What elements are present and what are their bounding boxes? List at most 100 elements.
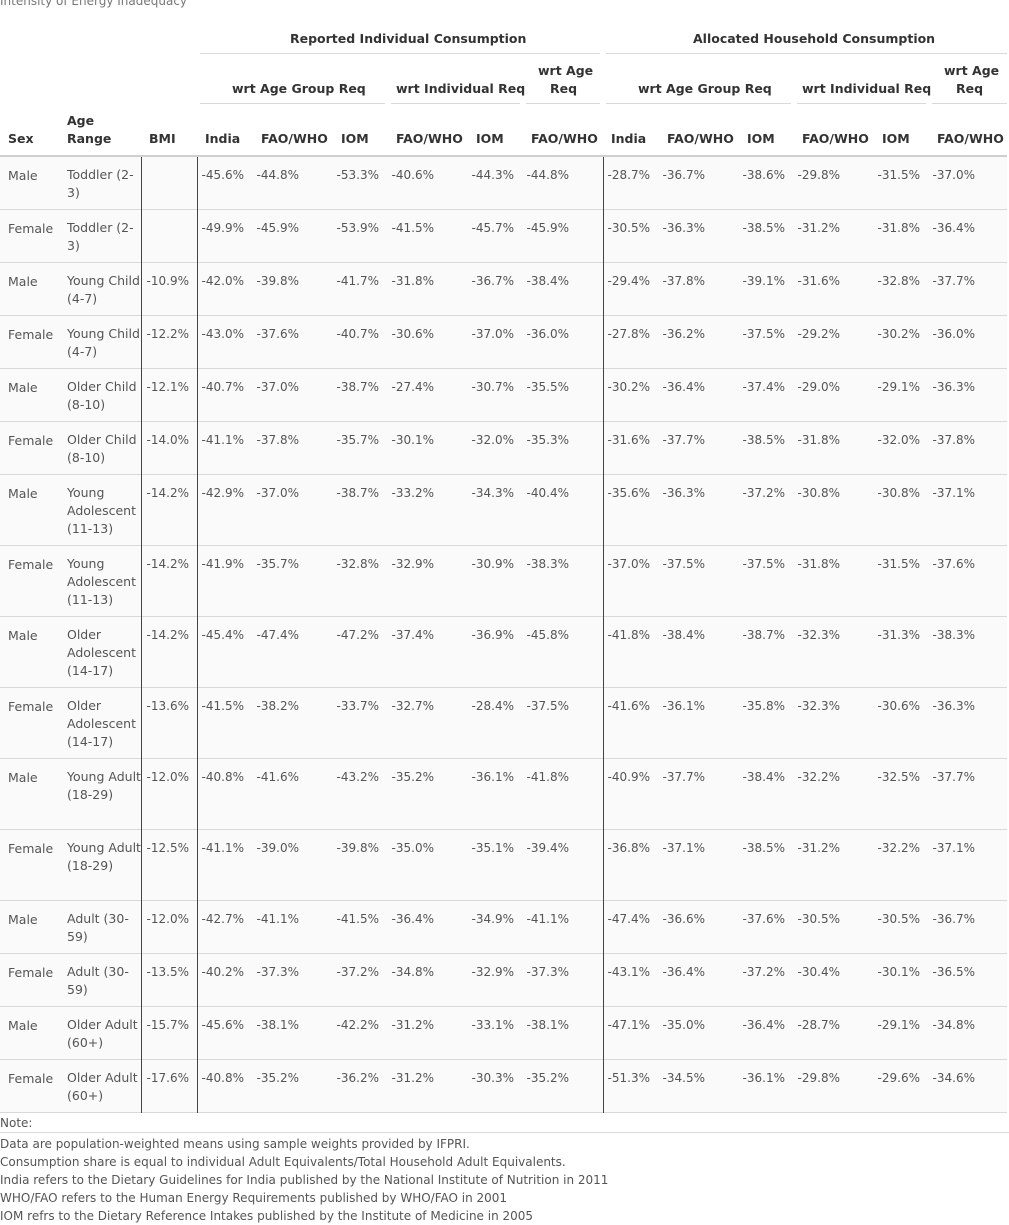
cell-value: -35.2%: [391, 770, 434, 784]
cell-value: -36.7%: [932, 912, 975, 926]
cell-value: -44.8%: [256, 168, 299, 182]
cell-value: -30.5%: [877, 912, 920, 926]
cell-value: -45.9%: [526, 221, 569, 235]
cell-value: -36.3%: [932, 380, 975, 394]
cell-value: -30.3%: [471, 1071, 514, 1085]
cell-value: -32.2%: [877, 841, 920, 855]
cell-value: -36.1%: [742, 1071, 785, 1085]
cell-value: -36.5%: [932, 965, 975, 979]
cell-value: -36.3%: [662, 486, 705, 500]
cell-value: -45.7%: [471, 221, 514, 235]
column-header-bmi: BMI: [149, 131, 176, 146]
cell-value: -37.1%: [932, 486, 975, 500]
cell-value: -37.2%: [742, 965, 785, 979]
cell-value: -37.1%: [662, 841, 705, 855]
cell-value: -32.9%: [471, 965, 514, 979]
cell-value: -37.0%: [607, 557, 650, 571]
cell-value: -37.1%: [932, 841, 975, 855]
cell-value: -40.8%: [201, 1071, 244, 1085]
cell-value: -30.1%: [877, 965, 920, 979]
cell-bmi: -10.9%: [146, 274, 189, 288]
cell-value: -31.5%: [877, 168, 920, 182]
cell-value: -35.7%: [336, 433, 379, 447]
cell-value: -31.8%: [797, 433, 840, 447]
cell-value: -38.1%: [526, 1018, 569, 1032]
cell-value: -37.2%: [336, 965, 379, 979]
cell-value: -45.4%: [201, 628, 244, 642]
cell-value: -42.9%: [201, 486, 244, 500]
cell-sex: Male: [8, 380, 38, 395]
cell-value: -35.8%: [742, 699, 785, 713]
cell-value: -51.3%: [607, 1071, 650, 1085]
cell-value: -38.4%: [742, 770, 785, 784]
cell-value: -35.0%: [391, 841, 434, 855]
cell-value: -38.7%: [336, 486, 379, 500]
cell-value: -37.2%: [742, 486, 785, 500]
cell-value: -37.7%: [662, 433, 705, 447]
cell-age-range: Young Adolescent (11-13): [67, 485, 136, 536]
cell-value: -34.5%: [662, 1071, 705, 1085]
cell-value: -36.4%: [662, 380, 705, 394]
cell-value: -28.4%: [471, 699, 514, 713]
cell-value: -36.0%: [932, 327, 975, 341]
cell-value: -30.7%: [471, 380, 514, 394]
cell-value: -30.5%: [607, 221, 650, 235]
subheader-underline: [606, 103, 791, 104]
subheader-age-req-allocated-l1: wrt Age: [944, 63, 1000, 78]
cell-value: -32.8%: [336, 557, 379, 571]
cell-value: -32.9%: [391, 557, 434, 571]
cell-sex: Male: [8, 274, 38, 289]
subheader-underline: [797, 103, 926, 104]
row-divider: [0, 368, 1007, 369]
cell-value: -36.1%: [662, 699, 705, 713]
group-header-reported: Reported Individual Consumption: [290, 31, 527, 46]
cell-value: -35.2%: [526, 1071, 569, 1085]
row-divider: [0, 1112, 1007, 1113]
cell-value: -53.3%: [336, 168, 379, 182]
cell-bmi: -12.0%: [146, 912, 189, 926]
column-header-faowho: FAO/WHO: [667, 131, 734, 146]
cell-value: -36.0%: [526, 327, 569, 341]
cell-age-range: Toddler (2-3): [67, 220, 134, 253]
cell-value: -37.7%: [932, 770, 975, 784]
cell-bmi: -13.5%: [146, 965, 189, 979]
cell-value: -47.4%: [607, 912, 650, 926]
cell-value: -36.4%: [932, 221, 975, 235]
note-line: Data are population-weighted means using…: [0, 1137, 470, 1151]
column-divider-bmi: [141, 157, 142, 1113]
table-caption: Intensity of Energy Inadequacy: [0, 0, 188, 8]
cell-value: -34.6%: [932, 1071, 975, 1085]
cell-value: -37.5%: [742, 327, 785, 341]
row-divider: [0, 616, 1007, 617]
column-header-iom: IOM: [882, 131, 910, 146]
cell-bmi: -12.1%: [146, 380, 189, 394]
cell-value: -30.8%: [797, 486, 840, 500]
cell-sex: Male: [8, 770, 38, 785]
column-header-faowho: FAO/WHO: [261, 131, 328, 146]
cell-value: -37.5%: [742, 557, 785, 571]
cell-value: -37.4%: [391, 628, 434, 642]
cell-value: -32.0%: [471, 433, 514, 447]
cell-value: -37.3%: [256, 965, 299, 979]
subheader-underline: [526, 103, 600, 104]
cell-value: -38.5%: [742, 841, 785, 855]
cell-value: -45.6%: [201, 1018, 244, 1032]
cell-value: -36.7%: [662, 168, 705, 182]
cell-age-range: Older Adult (60+): [67, 1017, 138, 1050]
cell-age-range: Older Child (8-10): [67, 432, 137, 465]
row-divider: [0, 758, 1007, 759]
subheader-age-req-reported-l1: wrt Age: [538, 63, 594, 78]
cell-value: -41.8%: [526, 770, 569, 784]
cell-sex: Female: [8, 699, 54, 714]
cell-value: -38.7%: [742, 628, 785, 642]
column-header-faowho: FAO/WHO: [531, 131, 598, 146]
cell-value: -32.3%: [797, 628, 840, 642]
cell-value: -34.8%: [391, 965, 434, 979]
cell-value: -38.4%: [662, 628, 705, 642]
cell-value: -37.8%: [662, 274, 705, 288]
cell-value: -29.8%: [797, 168, 840, 182]
cell-value: -31.8%: [391, 274, 434, 288]
row-divider: [0, 545, 1007, 546]
cell-value: -41.6%: [256, 770, 299, 784]
cell-value: -31.8%: [797, 557, 840, 571]
